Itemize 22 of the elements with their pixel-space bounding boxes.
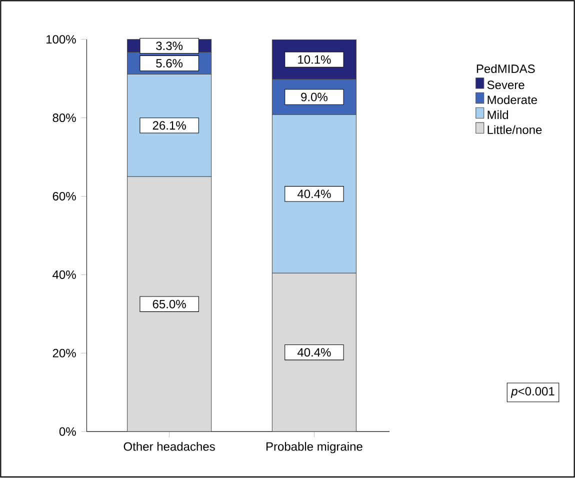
data-label: 10.1% — [298, 55, 331, 64]
legend-label: Moderate — [488, 96, 537, 104]
data-label: 26.1% — [152, 121, 186, 130]
x-tick-label: Other headaches — [124, 442, 215, 452]
x-tick-label: Probable migraine — [266, 442, 362, 454]
legend-title: PedMIDAS — [476, 64, 535, 74]
data-label: 9.0% — [301, 92, 328, 102]
y-tick-label: 60% — [52, 192, 76, 201]
y-tick-label: 40% — [52, 270, 76, 280]
data-label: 5.6% — [156, 59, 183, 68]
y-tick-label: 20% — [52, 349, 76, 358]
data-label: 40.4% — [297, 348, 331, 357]
legend-label: Severe — [487, 80, 524, 90]
legend-label: Little/none — [488, 125, 542, 134]
data-label: 40.4% — [297, 190, 331, 198]
legend-label: Mild — [488, 110, 508, 120]
y-tick-label: 0% — [59, 428, 76, 436]
data-label: 65.0% — [152, 300, 186, 309]
y-tick-label: 80% — [52, 114, 76, 122]
data-label: 3.3% — [156, 42, 183, 50]
text: p<0.001 — [510, 387, 554, 398]
y-tick-label: 100% — [46, 35, 76, 44]
